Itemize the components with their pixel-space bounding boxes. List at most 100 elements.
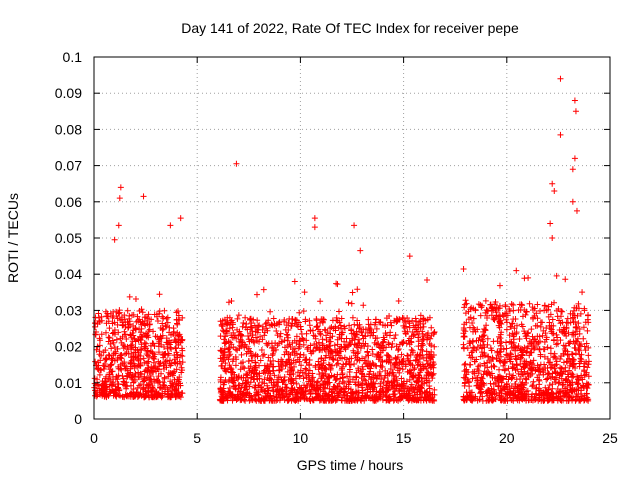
roti-point — [113, 393, 120, 400]
roti-point — [490, 396, 497, 403]
roti-point — [537, 351, 544, 358]
roti-point — [149, 388, 156, 395]
roti-point — [143, 333, 150, 340]
roti-point — [386, 397, 393, 404]
roti-point — [535, 368, 542, 375]
roti-point — [129, 330, 136, 337]
roti-point — [172, 386, 179, 393]
roti-point — [107, 341, 114, 348]
roti-point — [561, 324, 568, 331]
roti-point — [410, 386, 417, 393]
roti-point — [273, 328, 280, 335]
roti-point — [476, 334, 483, 341]
roti-point — [474, 366, 481, 373]
roti-point — [510, 307, 517, 314]
roti-point — [248, 357, 255, 364]
roti-point — [119, 393, 126, 400]
roti-point — [399, 366, 406, 373]
roti-point — [361, 343, 368, 350]
roti-point — [115, 381, 122, 388]
roti-point — [503, 319, 510, 326]
roti-point — [497, 342, 504, 349]
roti-point — [543, 334, 550, 341]
roti-point — [239, 323, 246, 330]
roti-point — [409, 347, 416, 354]
roti-point — [542, 384, 549, 391]
roti-point — [578, 351, 585, 358]
roti-point — [222, 360, 229, 367]
roti-point — [263, 340, 270, 347]
roti-point — [132, 326, 139, 333]
roti-point — [283, 384, 290, 391]
roti-point — [377, 372, 384, 379]
roti-point — [412, 396, 419, 403]
roti-point — [287, 378, 294, 385]
roti-point — [544, 371, 551, 378]
roti-point — [146, 321, 153, 328]
roti-point — [244, 374, 251, 381]
roti-point — [382, 367, 389, 374]
axis-ticks — [93, 56, 611, 420]
roti-point — [100, 349, 107, 356]
roti-point — [121, 312, 128, 319]
roti-point — [501, 366, 508, 373]
roti-point — [428, 370, 435, 377]
roti-point — [222, 333, 229, 340]
roti-point — [519, 352, 526, 359]
roti-point — [254, 389, 261, 396]
roti-point — [498, 390, 505, 397]
roti-point — [172, 345, 179, 352]
roti-point — [158, 370, 165, 377]
roti-point — [418, 365, 425, 372]
roti-point — [335, 393, 342, 400]
roti-point — [217, 355, 224, 362]
roti-point — [107, 361, 114, 368]
roti-point — [416, 318, 423, 325]
roti-point — [572, 365, 579, 372]
roti-point — [429, 397, 436, 404]
roti-point — [321, 326, 328, 333]
roti-point — [278, 339, 285, 346]
roti-point — [496, 373, 503, 380]
roti-point — [123, 336, 130, 343]
roti-point — [495, 382, 502, 389]
roti-point — [553, 374, 560, 381]
roti-point — [547, 220, 554, 227]
roti-point — [574, 373, 581, 380]
roti-point — [252, 334, 259, 341]
roti-point — [505, 365, 512, 372]
roti-point — [583, 390, 590, 397]
roti-point — [138, 341, 145, 348]
roti-point — [498, 397, 505, 404]
roti-point — [320, 388, 327, 395]
roti-point — [101, 378, 108, 385]
roti-point — [521, 275, 528, 282]
roti-point — [302, 387, 309, 394]
roti-point — [171, 386, 178, 393]
roti-point — [343, 335, 350, 342]
roti-point — [529, 333, 536, 340]
roti-point — [373, 325, 380, 332]
roti-point — [138, 306, 145, 313]
roti-point — [178, 345, 185, 352]
roti-point — [281, 377, 288, 384]
roti-point — [245, 358, 252, 365]
roti-point — [253, 291, 260, 298]
roti-point — [132, 344, 139, 351]
roti-point — [350, 390, 357, 397]
roti-point — [518, 371, 525, 378]
roti-point — [113, 373, 120, 380]
roti-point — [513, 329, 520, 336]
roti-point — [173, 393, 180, 400]
roti-point — [159, 320, 166, 327]
roti-point — [468, 304, 475, 311]
roti-point — [255, 392, 262, 399]
roti-point — [526, 338, 533, 345]
roti-point — [542, 330, 549, 337]
roti-point — [472, 307, 479, 314]
roti-point — [143, 360, 150, 367]
roti-point — [265, 370, 272, 377]
roti-point — [268, 340, 275, 347]
roti-point — [159, 332, 166, 339]
roti-point — [112, 350, 119, 357]
